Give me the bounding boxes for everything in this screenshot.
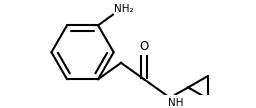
Text: NH₂: NH₂: [114, 4, 133, 14]
Text: NH: NH: [168, 98, 183, 108]
Text: O: O: [139, 40, 148, 53]
